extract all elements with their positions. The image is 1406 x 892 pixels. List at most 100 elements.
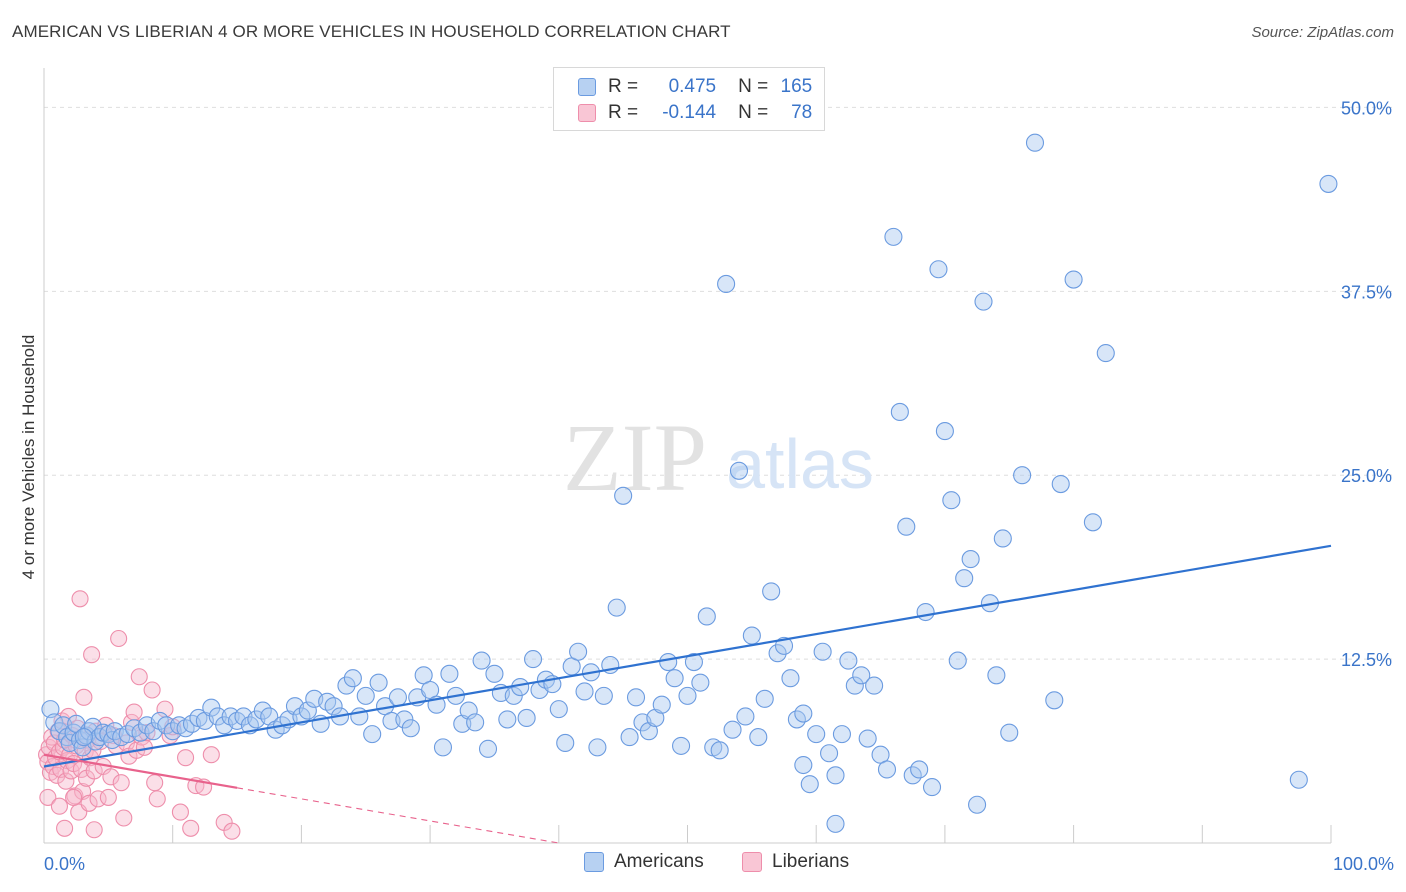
x-tick-label: 0.0%	[44, 854, 85, 874]
legend-item-americans[interactable]: Americans	[584, 851, 704, 873]
american-point	[762, 582, 781, 601]
series-legend: Americans Liberians	[0, 851, 1406, 877]
american-point	[511, 678, 530, 697]
american-point	[472, 651, 491, 670]
american-point	[684, 652, 703, 672]
legend-label-liberians: Liberians	[772, 851, 850, 872]
n-label: N =	[738, 76, 769, 97]
americans-trend-line	[43, 544, 1332, 768]
liberian-point	[65, 788, 83, 806]
american-point	[202, 698, 221, 717]
stats-row-americans: R = 0.475 N = 165	[578, 75, 812, 99]
liberians-trend-line	[43, 753, 238, 789]
american-point	[388, 688, 407, 707]
legend-item-liberians[interactable]: Liberians	[742, 851, 849, 873]
liberian-point	[110, 629, 128, 648]
y-tick-label: 50.0%	[1341, 98, 1392, 118]
n-value: 78	[791, 102, 813, 123]
liberian-point	[143, 681, 161, 699]
american-point	[131, 723, 150, 742]
american-point	[665, 669, 684, 688]
american-point	[697, 607, 716, 626]
american-point	[717, 274, 736, 294]
american-point	[884, 227, 903, 246]
liberian-point	[56, 819, 74, 837]
americans-points	[41, 133, 1338, 833]
liberian-point	[50, 797, 68, 815]
american-point	[723, 720, 742, 739]
american-point	[987, 666, 1006, 685]
x-tick-label: 100.0%	[1333, 854, 1394, 874]
n-label: N =	[738, 102, 769, 123]
r-label: R =	[608, 102, 639, 123]
american-point	[440, 664, 459, 683]
american-point	[575, 682, 594, 701]
american-point	[1083, 513, 1102, 532]
american-point	[961, 550, 980, 569]
y-tick-label: 25.0%	[1341, 466, 1392, 486]
liberian-point	[80, 794, 98, 812]
american-point	[826, 766, 845, 785]
american-point	[672, 736, 691, 755]
american-point	[382, 711, 401, 730]
american-point	[1000, 723, 1019, 742]
chart-title: AMERICAN VS LIBERIAN 4 OR MORE VEHICLES …	[12, 22, 731, 41]
legend-label-americans: Americans	[614, 851, 704, 872]
american-point	[1064, 270, 1083, 289]
american-point	[852, 666, 871, 685]
american-point	[298, 701, 317, 720]
y-axis-label: 4 or more Vehicles in Household	[19, 334, 38, 580]
american-point	[845, 676, 864, 695]
american-point	[1096, 344, 1115, 363]
american-point	[691, 673, 710, 692]
american-point	[826, 814, 845, 833]
american-point	[922, 778, 942, 797]
american-point	[433, 738, 453, 757]
grid-lines	[44, 106, 1392, 660]
american-point	[504, 686, 523, 705]
liberian-point	[85, 821, 103, 839]
american-point	[556, 733, 575, 753]
american-point	[1045, 691, 1064, 710]
source-label: Source: ZipAtlas.com	[1251, 24, 1394, 41]
american-point	[324, 697, 343, 716]
american-point	[910, 760, 929, 779]
american-point	[742, 626, 761, 645]
american-point	[83, 717, 102, 736]
american-point	[955, 569, 974, 588]
american-point	[626, 688, 646, 707]
liberian-point	[71, 590, 89, 608]
american-point	[524, 650, 543, 669]
american-point	[478, 739, 498, 758]
american-point	[54, 716, 73, 735]
liberian-point	[99, 788, 117, 806]
american-point	[517, 708, 536, 728]
stats-legend: R = 0.475 N = 165 R = -0.144 N = 78	[553, 67, 825, 131]
american-point	[813, 642, 832, 661]
r-value: 0.475	[668, 76, 717, 97]
trend-lines	[43, 544, 1332, 844]
american-point	[794, 704, 813, 723]
american-point	[594, 686, 613, 705]
american-point	[820, 744, 839, 763]
liberian-point	[83, 646, 101, 664]
american-point	[549, 700, 568, 719]
american-point	[781, 669, 800, 688]
american-point	[1319, 174, 1338, 193]
liberians-swatch	[578, 104, 596, 122]
american-point	[807, 725, 826, 744]
american-point	[729, 461, 749, 480]
american-point	[890, 402, 909, 422]
american-point	[774, 636, 794, 655]
american-point	[1025, 133, 1045, 152]
american-point	[800, 775, 819, 794]
americans-swatch	[584, 852, 604, 872]
n-value: 165	[780, 76, 813, 97]
american-point	[749, 728, 768, 747]
american-point	[832, 725, 851, 744]
watermark: ZIP atlas	[563, 404, 874, 511]
american-point	[588, 738, 607, 757]
american-point	[993, 529, 1012, 548]
liberian-point	[146, 774, 164, 792]
